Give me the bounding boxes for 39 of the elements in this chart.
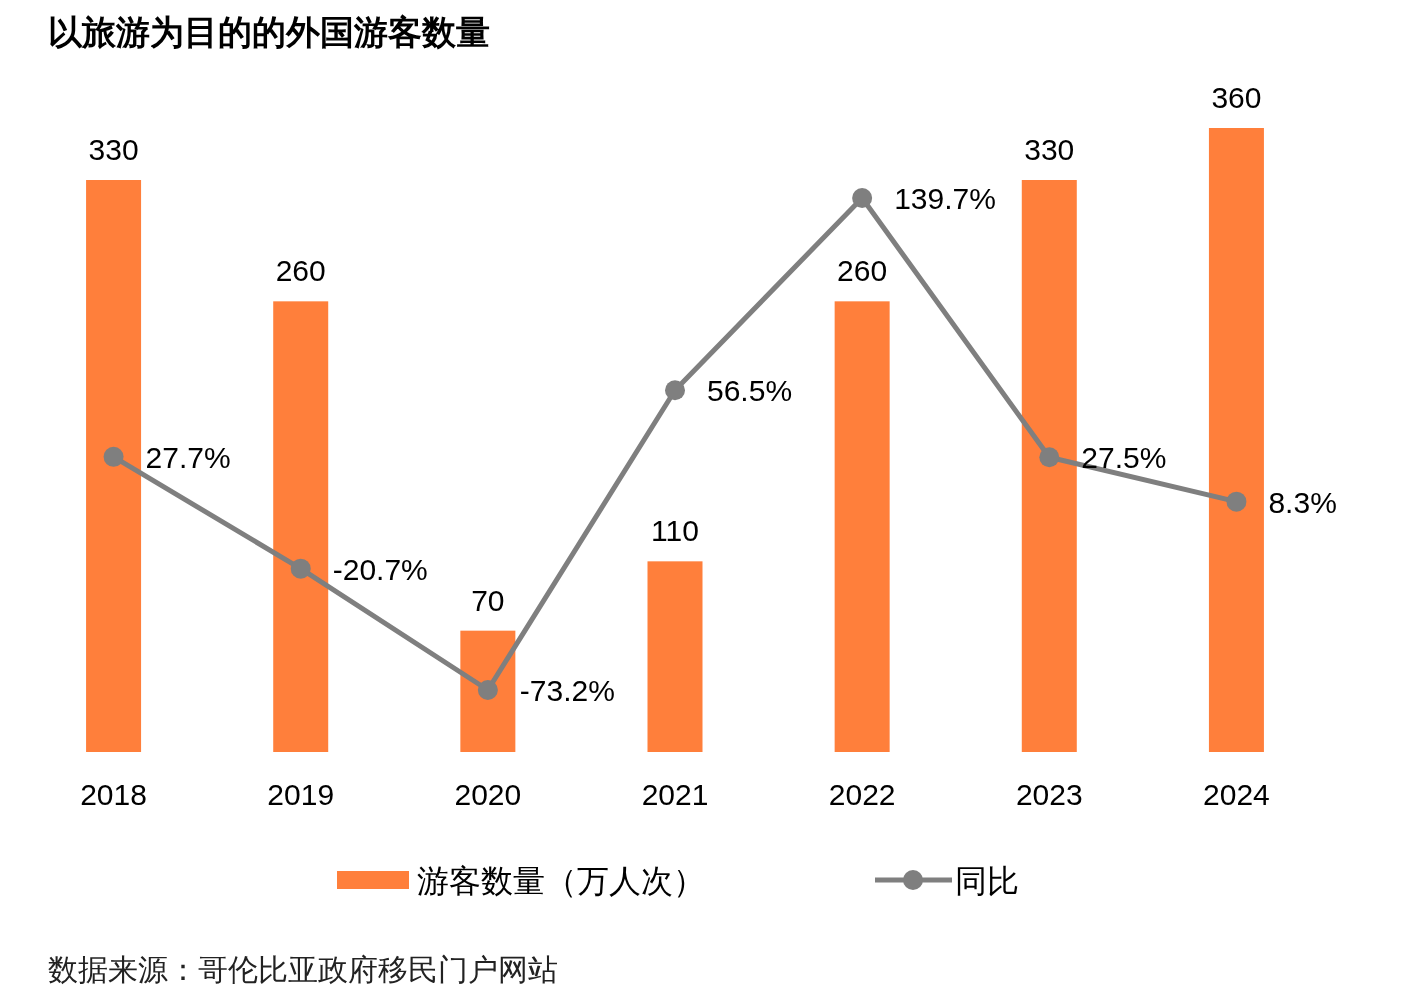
point — [852, 188, 873, 208]
bar — [1208, 128, 1264, 752]
x-tick-label: 2020 — [454, 778, 522, 811]
point — [665, 380, 685, 401]
data-label: -20.7% — [332, 552, 428, 586]
point — [1039, 447, 1060, 468]
data-label: 56.5% — [707, 374, 793, 408]
x-tick-label: 2022 — [828, 778, 896, 811]
data-label: -73.2% — [519, 674, 615, 707]
legend-label: 游客数量（万人次） — [417, 863, 705, 899]
bar — [86, 180, 142, 752]
data-label: 360 — [1211, 81, 1262, 114]
data-label: 8.3% — [1268, 485, 1337, 519]
x-tick-label: 2023 — [1015, 778, 1083, 811]
bar — [1021, 180, 1077, 752]
data-label: 139.7% — [894, 182, 996, 215]
x-tick-label: 2019 — [267, 778, 335, 811]
x-tick-label: 2021 — [641, 778, 709, 811]
bar — [273, 301, 329, 752]
chart-title: 以旅游为目的的外国游客数量 — [48, 13, 490, 51]
data-label: 260 — [275, 254, 326, 288]
data-label: 27.5% — [1081, 441, 1167, 475]
bar — [460, 630, 516, 752]
point — [290, 558, 311, 579]
x-tick-label: 2018 — [80, 778, 147, 811]
data-label: 260 — [837, 254, 888, 288]
legend-label: 同比 — [955, 863, 1019, 899]
point — [1226, 491, 1247, 512]
point — [103, 446, 124, 467]
source-note: 数据来源：哥伦比亚政府移民门户网站 — [48, 953, 558, 986]
x-tick-label: 2024 — [1203, 778, 1270, 811]
data-label: 27.7% — [145, 440, 231, 474]
data-label: 330 — [88, 133, 139, 166]
bar — [834, 301, 890, 752]
bar — [647, 561, 703, 752]
data-label: 110 — [651, 514, 699, 548]
data-label: 70 — [471, 583, 505, 617]
point — [477, 680, 498, 700]
data-label: 330 — [1024, 133, 1075, 166]
